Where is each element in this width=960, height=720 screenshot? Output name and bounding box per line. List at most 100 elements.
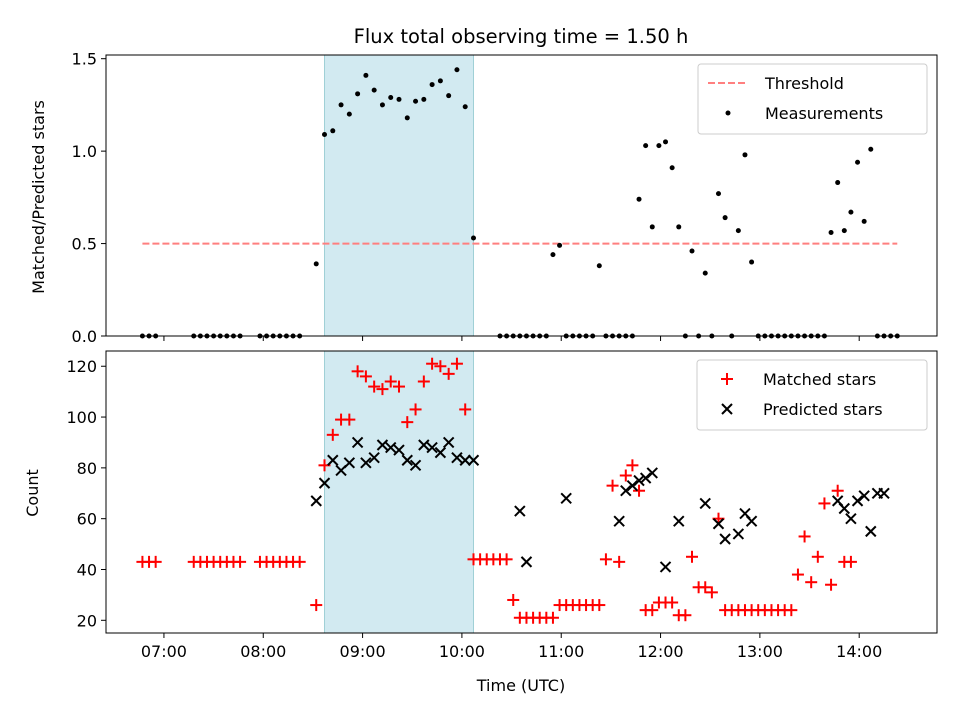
top-legend: Threshold Measurements [697, 63, 928, 135]
bottom-highlight-span [324, 350, 474, 634]
bottom-panel: 20 40 60 80 100 120 07:00 08:00 09:00 10:00 11:00… [23, 350, 938, 695]
predicted-star-marker [393, 444, 405, 456]
measurement-point [379, 102, 385, 108]
x-axis-label: Time (UTC) [476, 676, 565, 695]
predicted-star-marker-b [851, 495, 864, 507]
predicted-star-marker-b [360, 457, 372, 469]
predicted-star-marker-b [845, 512, 857, 525]
matched-star-marker [646, 604, 659, 617]
predicted-star-marker-b [745, 515, 758, 527]
matched-star-marker [798, 530, 811, 543]
predicted-star-marker [560, 492, 572, 505]
x-tick-label: 13:00 [737, 642, 783, 661]
x-tick-label: 11:00 [538, 642, 584, 661]
top-x-ticks [163, 336, 860, 341]
predicted-star-marker [838, 502, 851, 515]
measurement-point [596, 263, 602, 269]
predicted-star-marker [858, 490, 870, 502]
bottom-y-tick-label: 60 [77, 510, 97, 529]
matched-star-marker [393, 380, 406, 393]
measurement-point [363, 72, 369, 78]
measurement-point [861, 218, 867, 224]
matched-star-marker [686, 550, 699, 563]
measurement-point [656, 143, 662, 149]
matched-star-marker [376, 383, 389, 396]
legend-predicted-label: Predicted stars [763, 400, 883, 419]
measurement-point [749, 259, 755, 265]
predicted-star-marker [360, 457, 372, 469]
bottom-y-tick-label: 80 [77, 459, 97, 478]
top-y-tick-label: 1.0 [72, 142, 97, 161]
bottom-legend-box [696, 359, 928, 431]
measurement-point [470, 235, 476, 241]
matched-star-marker [500, 553, 513, 566]
bottom-y-tick-label: 20 [77, 611, 97, 630]
predicted-star-marker [368, 451, 380, 464]
matched-star-marker [791, 568, 804, 581]
predicted-star-marker-b [385, 441, 397, 454]
measurement-point [437, 78, 443, 84]
predicted-star-marker-b [858, 490, 870, 502]
predicted-star-marker [745, 515, 758, 527]
measurement-point [322, 131, 328, 137]
measurement-point [828, 229, 834, 235]
predicted-star-marker-b [514, 505, 526, 517]
legend-measurements-label: Measurements [765, 104, 883, 123]
predicted-star-marker [418, 439, 430, 451]
predicted-star-marker-b [712, 518, 725, 530]
bottom-axes-frame [105, 350, 938, 634]
predicted-star-marker-b [327, 454, 339, 466]
matched-stars-layer [136, 357, 857, 624]
matched-star-marker [831, 484, 844, 497]
chart-title: Flux total observing time = 1.50 h [354, 25, 689, 48]
matched-star-marker [351, 365, 364, 378]
predicted-star-marker-b [739, 507, 751, 520]
predicted-star-marker [426, 441, 438, 454]
legend-matched-swatch [721, 373, 733, 385]
measurement-point [643, 143, 649, 149]
matched-star-marker [401, 416, 414, 429]
matched-star-marker [434, 360, 447, 373]
measurement-point [735, 228, 741, 234]
predicted-star-marker [459, 454, 471, 466]
matched-star-marker [293, 555, 306, 568]
predicted-star-marker [327, 454, 339, 466]
matched-star-marker [546, 611, 559, 624]
predicted-star-marker [865, 525, 877, 538]
predicted-star-marker [451, 451, 463, 464]
predicted-star-marker [401, 454, 413, 466]
predicted-star-marker [613, 515, 625, 527]
predicted-star-marker-b [560, 492, 572, 505]
predicted-star-marker-b [620, 485, 632, 497]
predicted-star-marker-b [699, 497, 711, 510]
top-panel: 0.0 0.5 1.0 1.5 Matched/Predicted stars Thr… [29, 50, 938, 346]
predicted-star-marker-b [368, 451, 380, 464]
predicted-star-marker-b [310, 495, 322, 507]
legend-predicted-swatch [721, 403, 733, 415]
top-y-tick-label: 0.5 [72, 235, 97, 254]
matched-star-marker [442, 367, 455, 380]
predicted-star-marker-b [409, 459, 422, 472]
measurement-point [404, 115, 410, 121]
measurement-point [722, 215, 728, 221]
measurement-point [689, 248, 695, 254]
measurement-point [676, 224, 682, 230]
predicted-star-marker [845, 512, 857, 525]
measurement-point [835, 180, 841, 186]
matched-star-marker [149, 555, 162, 568]
matched-star-marker [818, 497, 831, 510]
predicted-star-marker-b [401, 454, 413, 466]
predicted-star-marker-b [393, 444, 405, 456]
predicted-star-marker-b [351, 436, 364, 449]
predicted-star-marker-b [831, 495, 844, 507]
top-y-axis-label: Matched/Predicted stars [29, 100, 48, 294]
measurement-point [330, 128, 336, 134]
measurement-point [663, 139, 669, 145]
measurement-point [855, 159, 861, 165]
matched-star-marker [633, 484, 646, 497]
matched-star-marker [619, 469, 632, 482]
legend-measurements-swatch [725, 110, 731, 116]
predicted-star-marker [712, 518, 725, 530]
top-y-tick-label: 0.0 [72, 327, 97, 346]
matched-star-marker [825, 578, 838, 591]
